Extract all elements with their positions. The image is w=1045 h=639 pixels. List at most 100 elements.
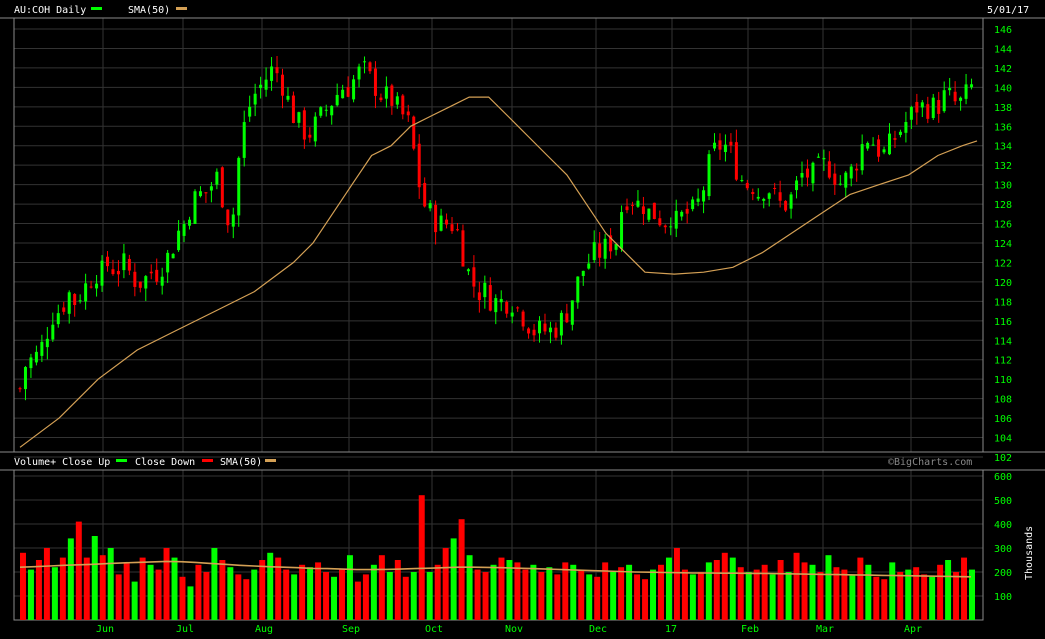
- volume-tick-label: 300: [994, 544, 1012, 555]
- volume-bar: [195, 564, 202, 620]
- volume-bar: [626, 564, 633, 620]
- candle-body: [805, 168, 809, 178]
- volume-down-swatch: [202, 459, 213, 462]
- candle-body: [237, 157, 241, 216]
- candle-body: [800, 173, 804, 178]
- volume-bar: [482, 572, 489, 620]
- candle-body: [477, 292, 481, 301]
- candle-body: [915, 101, 919, 113]
- candle-body: [877, 139, 881, 157]
- candle-body: [177, 230, 181, 251]
- candle-body: [434, 204, 438, 233]
- symbol-label: AU:COH Daily: [14, 5, 86, 16]
- volume-bar: [235, 574, 242, 620]
- candle-body: [67, 292, 71, 314]
- candle-body: [270, 66, 274, 81]
- candle-body: [193, 191, 197, 224]
- candle-body: [729, 141, 733, 146]
- volume-bar: [801, 562, 808, 620]
- candle-body: [122, 253, 126, 271]
- price-tick-label: 114: [994, 336, 1012, 347]
- price-tick-label: 146: [994, 25, 1012, 36]
- volume-bar: [299, 564, 306, 620]
- candle-body: [188, 219, 192, 226]
- volume-bar: [905, 569, 912, 620]
- candle-body: [73, 294, 77, 306]
- volume-up-swatch: [116, 459, 127, 462]
- volume-bar: [458, 519, 465, 620]
- candle-body: [319, 107, 323, 116]
- volume-bar: [921, 574, 928, 620]
- candle-body: [368, 62, 372, 72]
- candle-body: [663, 225, 667, 228]
- candle-body: [373, 68, 377, 96]
- volume-bar: [610, 572, 617, 620]
- price-tick-label: 120: [994, 278, 1012, 289]
- volume-bar: [697, 572, 704, 620]
- volume-bar: [889, 562, 896, 620]
- candle-body: [335, 94, 339, 106]
- volume-bar: [953, 572, 960, 620]
- candle-body: [959, 97, 963, 101]
- candle-body: [713, 142, 717, 149]
- candle-body: [920, 102, 924, 108]
- volume-bar: [761, 564, 768, 620]
- candle-body: [838, 183, 842, 185]
- candle-body: [718, 140, 722, 150]
- volume-sma-swatch: [265, 459, 276, 462]
- volume-bar: [75, 521, 82, 620]
- volume-bar: [785, 572, 792, 620]
- candle-body: [204, 192, 208, 194]
- candle-body: [297, 112, 301, 123]
- volume-bar: [155, 569, 162, 620]
- candle-body: [149, 271, 153, 274]
- candle-body: [647, 208, 651, 220]
- candle-body: [505, 301, 509, 314]
- volume-bar: [945, 560, 952, 620]
- candle-body: [280, 74, 284, 96]
- volume-bar: [506, 560, 513, 620]
- volume-bar: [426, 572, 433, 620]
- price-tick-label: 138: [994, 103, 1012, 114]
- volume-bar: [370, 564, 377, 620]
- header-date: 5/01/17: [987, 5, 1029, 16]
- candle-body: [740, 180, 744, 182]
- candle-body: [926, 104, 930, 119]
- candle-body: [548, 327, 552, 333]
- candle-body: [166, 252, 170, 273]
- candle-body: [423, 182, 427, 207]
- volume-bar: [490, 564, 497, 620]
- volume-bar: [969, 569, 975, 620]
- candle-body: [866, 142, 870, 149]
- candle-body: [953, 91, 957, 102]
- volume-bar: [665, 557, 672, 620]
- candle-body: [565, 313, 569, 323]
- volume-bar: [474, 569, 481, 620]
- volume-bar: [713, 560, 720, 620]
- volume-bar: [817, 572, 824, 620]
- x-tick-label: Jul: [176, 624, 194, 635]
- volume-bar: [658, 564, 664, 620]
- candle-body: [466, 269, 470, 272]
- candle-body: [931, 97, 935, 119]
- candle-body: [734, 142, 738, 180]
- candle-body: [516, 307, 520, 309]
- x-tick-label: Aug: [255, 624, 273, 635]
- volume-bar: [331, 576, 337, 620]
- volume-bar: [354, 581, 361, 620]
- volume-bar: [187, 586, 194, 620]
- candle-body: [603, 238, 607, 259]
- price-tick-label: 122: [994, 258, 1012, 269]
- candle-body: [291, 95, 295, 124]
- candle-body: [313, 116, 317, 142]
- candle-body: [696, 198, 700, 202]
- candle-body: [674, 210, 678, 229]
- candle-body: [789, 194, 793, 209]
- candle-body: [795, 180, 799, 191]
- candle-body: [592, 242, 596, 260]
- candle-body: [488, 285, 492, 311]
- candle-body: [352, 79, 356, 100]
- volume-bar: [410, 572, 417, 620]
